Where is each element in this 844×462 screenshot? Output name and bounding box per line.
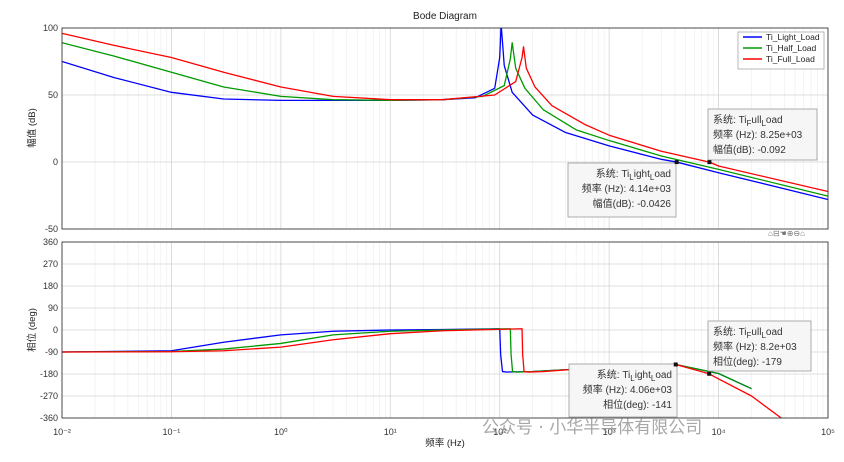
data-tip-line: 频率 (Hz): 4.06e+03 bbox=[583, 383, 673, 396]
y-tick-label: -270 bbox=[40, 391, 58, 401]
y-tick-label: 90 bbox=[48, 303, 58, 313]
data-tip-box bbox=[568, 363, 678, 418]
data-tip-line: 频率 (Hz): 8.25e+03 bbox=[713, 128, 803, 141]
x-tick-label: 10⁰ bbox=[274, 427, 288, 437]
y-tick-label: 180 bbox=[43, 281, 58, 291]
data-tip-line: 系统: TiFullLoad bbox=[713, 113, 783, 128]
data-tip-line: 相位(deg): -141 bbox=[603, 398, 672, 411]
x-tick-label: 10⁻² bbox=[53, 427, 71, 437]
magnitude-series bbox=[62, 24, 828, 201]
y-tick-label: -360 bbox=[40, 413, 58, 423]
data-tip-line: 系统: TiLightLoad bbox=[597, 368, 672, 383]
data-tip-line: 幅值(dB): -0.0426 bbox=[593, 197, 672, 210]
data-tip-marker[interactable] bbox=[707, 160, 712, 165]
data-tip-marker[interactable] bbox=[707, 371, 712, 376]
legend-entry: Ti_Light_Load bbox=[766, 32, 820, 42]
axes: -50 0 50 100 -360 -270 -180 -90 0 90 180 270 360 10⁻²… bbox=[40, 23, 835, 437]
x-tick-label: 10⁵ bbox=[821, 427, 835, 437]
y-tick-label: 270 bbox=[43, 259, 58, 269]
y-tick-label: 50 bbox=[48, 90, 58, 100]
data-tip-line: 相位(deg): -179 bbox=[713, 355, 782, 368]
x-tick-label: 10³ bbox=[603, 427, 616, 437]
data-tip-line: 幅值(dB): -0.092 bbox=[713, 143, 786, 156]
x-tick-label: 10⁻¹ bbox=[163, 427, 181, 437]
grid-lines bbox=[61, 27, 829, 419]
x-axis-label: 频率 (Hz) bbox=[425, 437, 465, 449]
chart-title: Bode Diagram bbox=[413, 11, 477, 22]
series-line-ti-half-load[interactable] bbox=[62, 42, 828, 197]
y-tick-label: 0 bbox=[53, 157, 58, 167]
watermark-text: 公众号 · 小华半导体有限公司 bbox=[482, 418, 702, 438]
x-tick-label: 10² bbox=[493, 427, 506, 437]
x-tick-label: 10⁴ bbox=[712, 427, 726, 437]
data-tip-box bbox=[707, 320, 812, 372]
data-tip-line: 系统: TiFullLoad bbox=[713, 325, 783, 340]
data-tip-line: 频率 (Hz): 4.14e+03 bbox=[582, 182, 672, 195]
legend-entry: Ti_Full_Load bbox=[766, 54, 815, 64]
data-tip-marker[interactable] bbox=[674, 160, 679, 165]
data-tip-line: 系统: TiLightLoad bbox=[596, 167, 671, 182]
data-tip-marker[interactable] bbox=[673, 362, 678, 367]
phase-ylabel: 相位 (deg) bbox=[26, 308, 38, 352]
y-tick-label: 100 bbox=[43, 23, 58, 33]
y-tick-label: -180 bbox=[40, 369, 58, 379]
data-tip-box bbox=[707, 108, 818, 161]
series-line-ti-full-load[interactable] bbox=[62, 328, 784, 421]
magnitude-plot-area[interactable] bbox=[62, 28, 828, 229]
magnitude-ylabel: 幅值 (dB) bbox=[26, 108, 38, 148]
y-tick-label: -90 bbox=[45, 347, 58, 357]
toolbar-icons[interactable]: ⌂⊟☚⊕⊖⌂ bbox=[768, 229, 805, 238]
series-line-ti-full-load[interactable] bbox=[62, 32, 828, 193]
data-tip-line: 频率 (Hz): 8.2e+03 bbox=[713, 340, 797, 353]
x-tick-label: 10¹ bbox=[384, 427, 397, 437]
legend-entry: Ti_Half_Load bbox=[766, 43, 817, 53]
y-tick-label: -50 bbox=[45, 224, 58, 234]
axes-toolbar[interactable]: ⌂⊟☚⊕⊖⌂ bbox=[768, 229, 805, 238]
y-tick-label: 360 bbox=[43, 237, 58, 247]
data-tip-box bbox=[567, 162, 677, 218]
series-line-ti-light-load[interactable] bbox=[62, 24, 828, 201]
y-tick-label: 0 bbox=[53, 325, 58, 335]
